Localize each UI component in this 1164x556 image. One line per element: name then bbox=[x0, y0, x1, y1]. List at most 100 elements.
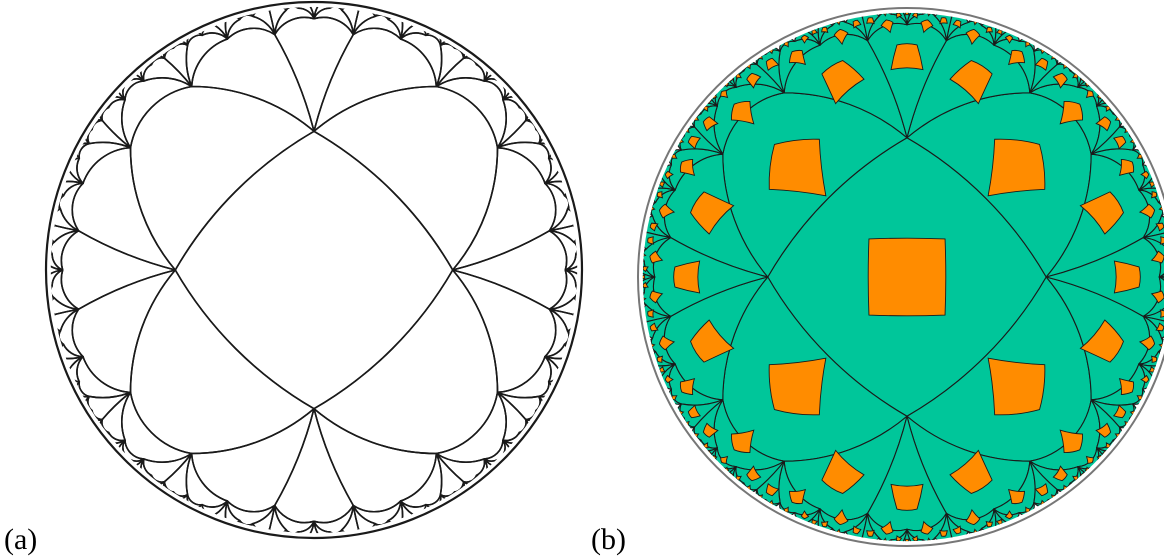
panel-b-diamond bbox=[720, 90, 729, 99]
panel-a-tile bbox=[58, 308, 84, 358]
panel-a-tile bbox=[129, 85, 315, 271]
panel-b-diamond bbox=[735, 475, 742, 481]
panel-b-diamond bbox=[1138, 203, 1156, 219]
panel-a-tile bbox=[63, 170, 84, 185]
panel-b-label: (b) bbox=[591, 523, 626, 556]
panel-b-diamond bbox=[687, 404, 702, 419]
panel-a-tile bbox=[122, 78, 145, 101]
panel-b-diamond bbox=[730, 429, 755, 454]
panel-b-diamond bbox=[852, 19, 862, 29]
panel-a-tile bbox=[496, 355, 552, 399]
panel-a-tile bbox=[150, 55, 166, 66]
panel-b-diamond bbox=[658, 335, 676, 351]
panel-b-diamond bbox=[788, 49, 807, 66]
panel-a-tile bbox=[129, 269, 315, 455]
panel-a-tile bbox=[544, 355, 565, 370]
panel-b-diamond bbox=[765, 482, 780, 497]
panel-b-diamond bbox=[1112, 135, 1127, 150]
panel-b-diamond bbox=[1050, 494, 1056, 499]
panel-a-tile bbox=[329, 6, 343, 11]
panel-a-tile bbox=[185, 452, 229, 508]
panel-b-diamond bbox=[768, 138, 827, 197]
panel-b-diamond bbox=[765, 57, 780, 72]
panel-a-tile bbox=[544, 182, 570, 232]
panel-b-diamond bbox=[1050, 55, 1056, 60]
panel-b-tile bbox=[1158, 272, 1164, 282]
panel-b-diamond bbox=[1113, 260, 1141, 294]
panel-b-diamond bbox=[985, 520, 993, 528]
panel-a-tile bbox=[453, 480, 466, 494]
panel-a-tile bbox=[451, 229, 568, 311]
panel-a-tile bbox=[90, 118, 104, 131]
panel-b-diamond bbox=[821, 449, 865, 494]
panel-a-tile bbox=[313, 407, 438, 513]
panel-b-diamond bbox=[880, 520, 894, 535]
panel-b-diamond bbox=[987, 138, 1046, 197]
panel-a-tile bbox=[122, 439, 145, 462]
panel-a-tile bbox=[226, 500, 276, 526]
panel-a-tile bbox=[308, 6, 320, 20]
panel-b-diamond bbox=[987, 357, 1046, 416]
panel-a-tile bbox=[101, 98, 132, 149]
panel-b-diamond bbox=[1059, 100, 1084, 125]
panel-a-tile bbox=[285, 6, 299, 11]
panel-b-diamond bbox=[758, 55, 764, 60]
panel-a-tile bbox=[60, 343, 84, 360]
panel-b-diamond bbox=[1150, 191, 1158, 199]
panel-a-tile bbox=[544, 355, 561, 383]
panel-b-diamond bbox=[920, 19, 934, 34]
panel-a-tile bbox=[150, 474, 166, 485]
panel-a-tile bbox=[387, 500, 404, 524]
panel-b-diamond bbox=[1140, 374, 1150, 384]
panel-a-tile bbox=[399, 452, 443, 508]
panel-b-hyperbolic-tiling bbox=[637, 7, 1164, 547]
panel-a-tile bbox=[424, 31, 442, 47]
panel-b-diamond bbox=[659, 181, 666, 188]
panel-b-diamond bbox=[911, 535, 919, 542]
panel-a-tile bbox=[496, 98, 527, 149]
panel-b-diamond bbox=[1150, 290, 1164, 304]
panel-a-tile bbox=[214, 19, 229, 40]
panel-b-diamond bbox=[1105, 442, 1111, 449]
panel-a-tile bbox=[313, 85, 499, 271]
panel-b-diamond bbox=[867, 237, 947, 317]
panel-a-tile bbox=[71, 269, 177, 394]
panel-a-tile bbox=[399, 32, 443, 88]
panel-b-diamond bbox=[664, 374, 674, 384]
panel-b-diamond bbox=[939, 529, 948, 537]
panel-b-diamond bbox=[649, 222, 659, 232]
panel-b-diamond bbox=[649, 322, 659, 332]
panel-a-tile bbox=[524, 118, 538, 131]
panel-b-diamond bbox=[890, 43, 924, 71]
panel-a-tile bbox=[544, 308, 570, 358]
panel-b-diamond bbox=[664, 170, 674, 180]
panel-b-tile bbox=[902, 12, 912, 26]
panel-a-tile bbox=[238, 11, 254, 21]
panel-b-diamond bbox=[673, 260, 701, 294]
panel-b-diamond bbox=[1004, 34, 1014, 44]
panel-b-diamond bbox=[788, 488, 807, 505]
panel-a-tile bbox=[435, 452, 486, 483]
panel-b-diamond bbox=[1112, 404, 1127, 419]
panel-a-tile bbox=[99, 106, 110, 122]
panel-a-tile bbox=[496, 391, 527, 442]
panel-a-tile bbox=[201, 23, 229, 40]
panel-b-diamond bbox=[852, 525, 862, 535]
panel-a-tile bbox=[462, 55, 478, 66]
panel-a-tile bbox=[55, 330, 65, 346]
panel-b-diamond bbox=[1118, 377, 1135, 396]
panel-b-diamond bbox=[996, 29, 1003, 36]
panel-a-tile bbox=[483, 439, 506, 462]
panel-b-diamond bbox=[904, 12, 910, 16]
panel-a-tiles bbox=[50, 6, 578, 534]
panel-a-tile bbox=[451, 146, 557, 271]
panel-a-tile bbox=[573, 241, 578, 255]
panel-a-tile bbox=[537, 380, 553, 398]
panel-b-tile bbox=[1142, 215, 1164, 239]
panel-a-tile bbox=[564, 264, 578, 276]
panel-b-diamond bbox=[949, 449, 993, 494]
panel-b-diamond bbox=[904, 538, 910, 542]
panel-b-diamond bbox=[671, 395, 678, 401]
panel-a-tile bbox=[142, 57, 193, 88]
